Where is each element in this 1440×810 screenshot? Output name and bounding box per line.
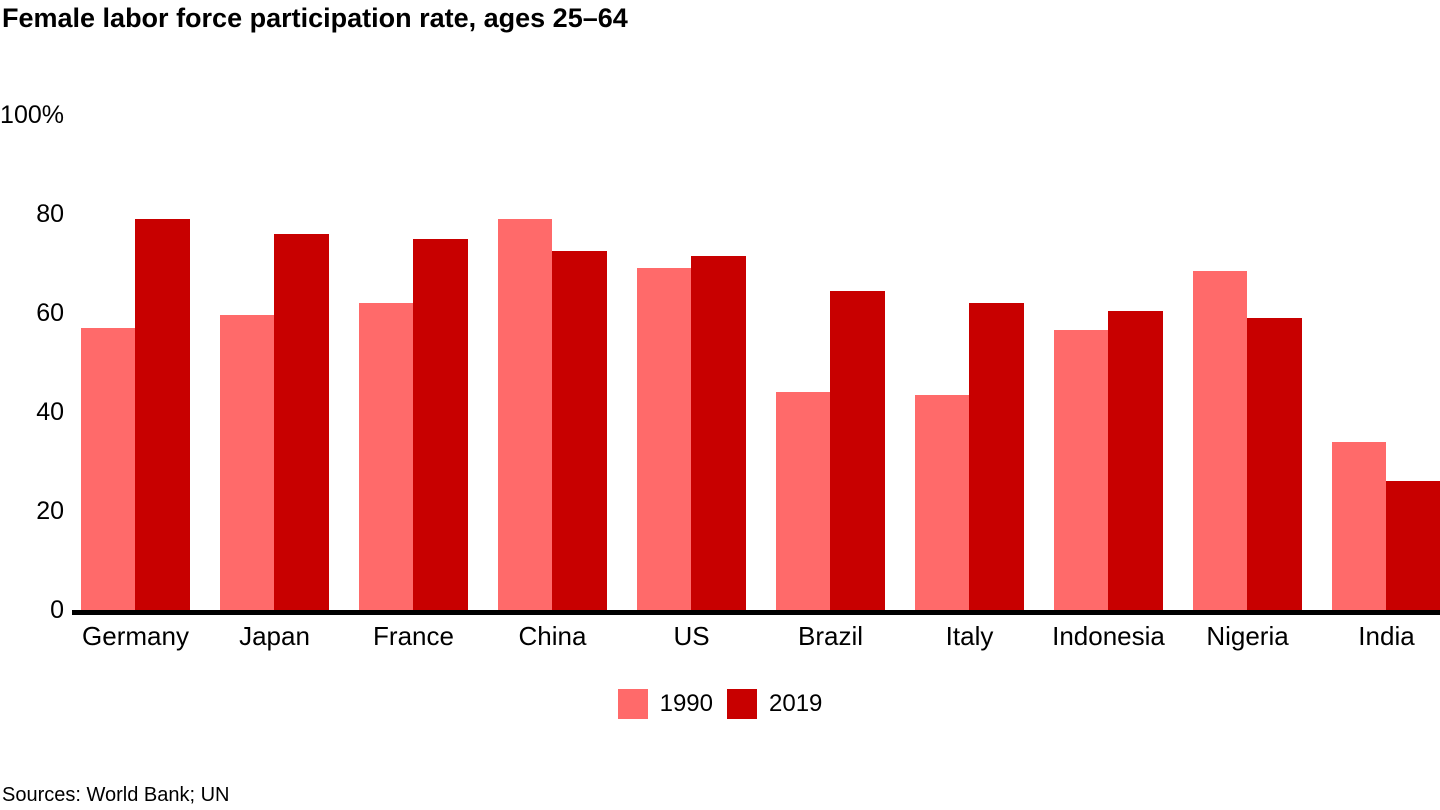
y-tick-label-40: 40 bbox=[36, 398, 64, 426]
legend: 1990 2019 bbox=[0, 689, 1440, 719]
x-axis-label-japan: Japan bbox=[239, 621, 310, 651]
bar-india-1990 bbox=[1332, 441, 1386, 610]
x-axis-label-india: India bbox=[1358, 621, 1415, 651]
bar-china-1990 bbox=[498, 218, 552, 610]
y-tick-label-20: 20 bbox=[36, 497, 64, 525]
legend-label-2019: 2019 bbox=[769, 690, 823, 717]
y-tick-label-100: 100% bbox=[0, 101, 64, 129]
x-axis-label-us: US bbox=[673, 621, 710, 651]
x-axis-label-nigeria: Nigeria bbox=[1206, 621, 1289, 651]
legend-item-2019: 2019 bbox=[727, 689, 822, 719]
x-axis-label-france: France bbox=[373, 621, 454, 651]
bar-india-2019 bbox=[1386, 481, 1440, 610]
bar-france-1990 bbox=[359, 303, 413, 610]
x-axis-label-china: China bbox=[518, 621, 587, 651]
sources-note: Sources: World Bank; UN bbox=[2, 784, 230, 806]
bar-us-2019 bbox=[691, 256, 746, 610]
bar-france-2019 bbox=[413, 238, 468, 610]
bar-italy-1990 bbox=[915, 394, 969, 610]
bar-nigeria-2019 bbox=[1247, 317, 1302, 610]
legend-item-1990: 1990 bbox=[617, 689, 713, 719]
bar-germany-1990 bbox=[81, 327, 135, 610]
chart-title: Female labor force participation rate, a… bbox=[2, 3, 628, 33]
x-axis-label-indonesia: Indonesia bbox=[1052, 621, 1165, 651]
bar-china-2019 bbox=[552, 251, 607, 610]
bar-japan-2019 bbox=[274, 233, 329, 610]
x-axis-label-italy: Italy bbox=[945, 621, 994, 651]
legend-label-1990: 1990 bbox=[659, 690, 713, 717]
x-axis-line bbox=[72, 610, 1440, 615]
y-tick-label-80: 80 bbox=[36, 200, 64, 228]
bar-nigeria-1990 bbox=[1193, 270, 1247, 610]
x-axis-label-brazil: Brazil bbox=[797, 621, 863, 651]
bar-indonesia-1990 bbox=[1054, 330, 1108, 610]
legend-swatch-2019 bbox=[727, 689, 757, 719]
x-axis-label-germany: Germany bbox=[82, 621, 189, 651]
bar-japan-1990 bbox=[220, 315, 274, 610]
bar-brazil-2019 bbox=[830, 290, 885, 610]
y-tick-label-0: 0 bbox=[50, 596, 64, 624]
legend-swatch-1990 bbox=[617, 689, 648, 719]
bar-brazil-1990 bbox=[776, 392, 830, 610]
bar-indonesia-2019 bbox=[1108, 310, 1163, 610]
bar-germany-2019 bbox=[135, 218, 190, 610]
bar-italy-2019 bbox=[969, 303, 1024, 610]
bar-us-1990 bbox=[637, 268, 691, 610]
y-tick-label-60: 60 bbox=[36, 299, 64, 327]
